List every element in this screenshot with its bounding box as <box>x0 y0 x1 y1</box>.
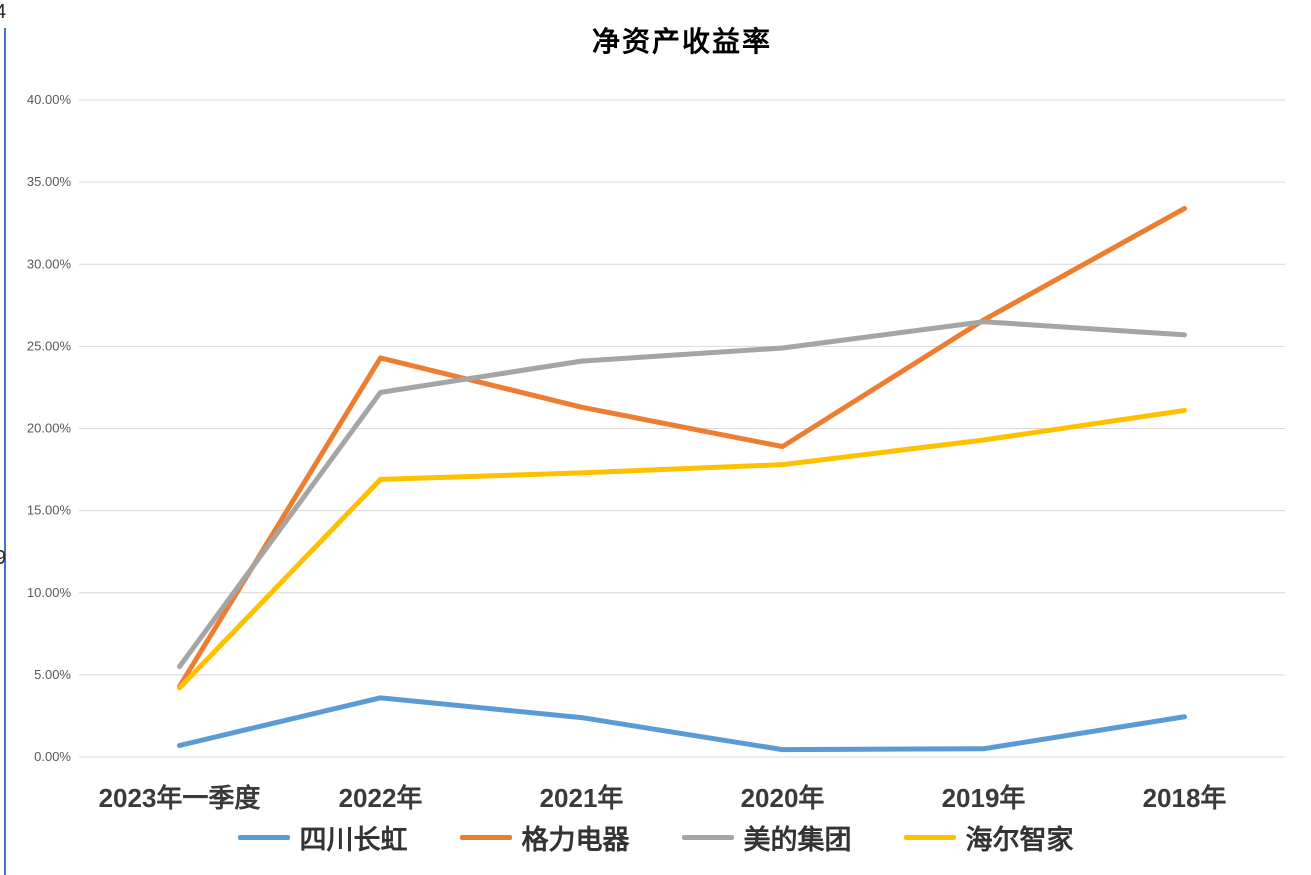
x-axis-category-label: 2021年 <box>540 783 624 813</box>
legend-label: 四川长虹 <box>299 825 408 855</box>
legend-item[interactable]: 海尔智家 <box>903 818 1074 857</box>
x-axis-category-label: 2019年 <box>942 783 1026 813</box>
y-axis-tick-label: 15.00% <box>27 503 72 518</box>
y-axis-tick-label: 10.00% <box>27 585 72 600</box>
legend-item[interactable]: 美的集团 <box>681 818 852 857</box>
y-axis-tick-label: 25.00% <box>27 338 72 353</box>
x-axis-category-label: 2023年一季度 <box>99 783 261 813</box>
y-axis-tick-label: 5.00% <box>34 667 71 682</box>
legend-swatch <box>681 835 734 840</box>
series-line[interactable] <box>177 407 1187 691</box>
y-axis-tick-label: 30.00% <box>27 256 72 271</box>
series-line[interactable] <box>177 695 1187 753</box>
legend-swatch <box>459 835 512 840</box>
x-axis-category-label: 2018年 <box>1143 783 1227 813</box>
chart-title: 净资产收益率 <box>591 26 772 57</box>
legend-label: 格力电器 <box>521 825 630 855</box>
legend-swatch <box>903 835 956 840</box>
x-axis-category-label: 2022年 <box>339 783 423 813</box>
clipped-cell-text-top: 4 <box>0 1 7 23</box>
y-axis-tick-label: 0.00% <box>34 749 71 764</box>
legend-label: 海尔智家 <box>965 825 1074 855</box>
y-axis-tick-label: 20.00% <box>27 421 72 436</box>
legend: 四川长虹 格力电器 美的集团 海尔智家 <box>0 818 1311 857</box>
worksheet-gridline-artifact <box>4 28 6 875</box>
legend-swatch <box>237 835 290 840</box>
clipped-cell-text-mid: 9 <box>0 547 7 569</box>
series-line[interactable] <box>177 319 1187 670</box>
y-axis-tick-label: 40.00% <box>27 92 72 107</box>
series-line[interactable] <box>177 205 1187 689</box>
legend-item[interactable]: 格力电器 <box>459 818 630 857</box>
legend-label: 美的集团 <box>743 825 852 855</box>
x-axis-category-label: 2020年 <box>741 783 825 813</box>
y-axis-tick-label: 35.00% <box>27 174 72 189</box>
legend-item[interactable]: 四川长虹 <box>237 818 408 857</box>
